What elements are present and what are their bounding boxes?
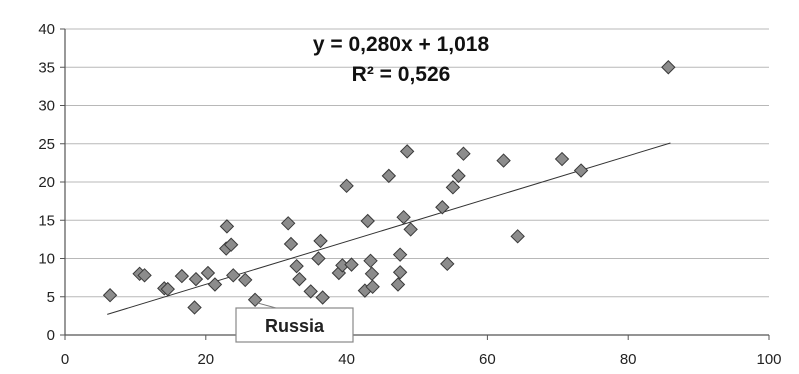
x-tick-label: 60: [479, 351, 496, 368]
data-point: [313, 233, 328, 249]
data-point: [390, 277, 406, 292]
y-tick-label: 20: [38, 174, 55, 191]
data-point: [396, 209, 411, 225]
data-point: [344, 257, 359, 272]
data-point: [451, 168, 466, 184]
y-tick-label: 15: [38, 212, 55, 229]
axes: [60, 28, 770, 340]
data-point: [364, 266, 380, 282]
data-point: [365, 279, 380, 295]
data-point: [238, 272, 253, 288]
y-tick-label: 35: [38, 59, 55, 76]
data-point: [187, 300, 202, 315]
x-tick-label: 80: [620, 351, 637, 368]
data-point: [496, 153, 511, 168]
data-points: [102, 60, 676, 315]
data-point: [445, 180, 461, 195]
y-tick-label: 5: [47, 289, 55, 306]
data-point: [435, 200, 450, 215]
callout-leader-line: [256, 302, 277, 309]
data-point: [207, 277, 223, 292]
x-tick-label: 0: [61, 351, 69, 368]
data-point: [226, 268, 241, 283]
data-point: [573, 163, 589, 178]
x-tick-label: 40: [338, 351, 355, 368]
data-point: [247, 292, 263, 308]
data-point: [102, 288, 118, 303]
data-point: [174, 268, 190, 284]
data-point: [315, 290, 330, 305]
data-point: [289, 258, 304, 274]
data-point: [311, 251, 326, 266]
y-tick-label: 0: [47, 327, 55, 344]
data-point: [219, 219, 235, 234]
data-point: [554, 151, 570, 167]
y-tick-label: 25: [38, 136, 55, 153]
tick-labels: 0 5 10 15 20 25 30 35 40 0 20 40 60 80 100: [38, 21, 781, 368]
data-point: [200, 265, 216, 281]
data-point: [160, 281, 175, 297]
data-point: [440, 256, 455, 272]
data-point: [223, 237, 239, 252]
data-point: [137, 268, 152, 283]
data-point: [381, 168, 397, 184]
data-point: [661, 60, 676, 75]
russia-callout: Russia: [235, 302, 354, 343]
callout-label-russia: Russia: [265, 316, 325, 336]
data-point: [292, 271, 307, 287]
y-tick-label: 30: [38, 98, 55, 115]
data-point: [283, 236, 299, 252]
data-point: [392, 265, 408, 280]
r-squared-label: R² = 0,526: [352, 63, 451, 86]
data-point: [399, 144, 415, 159]
trendline-equation: y = 0,280x + 1,018: [313, 33, 490, 56]
y-tick-label: 10: [38, 251, 55, 268]
data-point: [403, 222, 418, 237]
data-point: [392, 247, 408, 262]
data-point: [456, 146, 471, 161]
data-point: [363, 253, 378, 269]
data-point: [303, 284, 318, 299]
data-point: [360, 213, 375, 229]
x-tick-label: 20: [197, 351, 214, 368]
y-tick-label: 40: [38, 21, 55, 38]
data-point: [280, 216, 296, 231]
data-point: [510, 229, 525, 244]
callout-box: [235, 307, 354, 343]
x-tick-label: 100: [756, 351, 781, 368]
data-point: [188, 271, 204, 287]
data-point: [339, 178, 354, 194]
